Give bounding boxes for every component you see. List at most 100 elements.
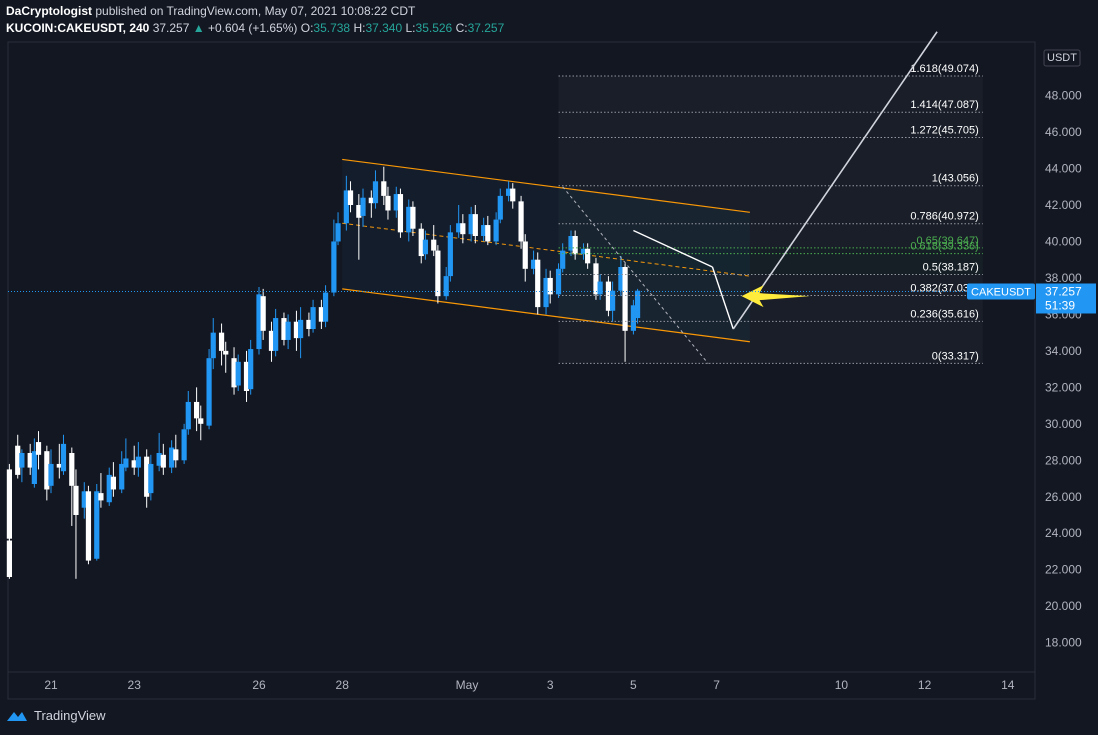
candle-down[interactable]: [56, 463, 62, 468]
candle-down[interactable]: [131, 460, 137, 468]
candle-up[interactable]: [335, 223, 341, 242]
candle-down[interactable]: [356, 205, 362, 218]
candle-down[interactable]: [318, 307, 324, 322]
price-tag-bg[interactable]: [1036, 283, 1096, 314]
candle-down[interactable]: [35, 442, 42, 455]
candle-up[interactable]: [206, 358, 212, 426]
candle-down[interactable]: [6, 540, 12, 577]
candle-up[interactable]: [360, 197, 366, 216]
candle-up[interactable]: [310, 307, 316, 329]
candle-up[interactable]: [343, 190, 349, 224]
currency-label[interactable]: USDT: [1047, 52, 1077, 64]
wedge-lower-line[interactable]: [711, 266, 734, 330]
candle-down[interactable]: [547, 277, 553, 295]
candle-up[interactable]: [185, 401, 191, 430]
candle-up[interactable]: [181, 429, 187, 461]
candle-up[interactable]: [406, 206, 412, 233]
candle-down[interactable]: [410, 206, 416, 229]
candle-down[interactable]: [144, 456, 150, 497]
candle-up[interactable]: [19, 453, 25, 468]
candle-down[interactable]: [485, 225, 491, 242]
candle-up[interactable]: [580, 248, 587, 255]
candle-up[interactable]: [48, 463, 54, 486]
brand-label[interactable]: TradingView: [34, 708, 106, 723]
candle-up[interactable]: [135, 456, 141, 468]
candle-up[interactable]: [148, 463, 154, 494]
candle-up[interactable]: [568, 236, 574, 251]
candle-up[interactable]: [422, 239, 428, 255]
candle-up[interactable]: [235, 361, 241, 386]
channel-lower-line[interactable]: [342, 288, 750, 343]
candle-up[interactable]: [634, 290, 641, 319]
candle-up[interactable]: [393, 194, 399, 211]
candle-up[interactable]: [273, 318, 279, 351]
candle-up[interactable]: [156, 453, 162, 466]
candle-down[interactable]: [243, 361, 250, 391]
candle-up[interactable]: [248, 349, 254, 390]
plot-area[interactable]: [7, 41, 1036, 700]
candle-down[interactable]: [572, 236, 578, 255]
candle-up[interactable]: [560, 250, 566, 269]
wedge-upper-line[interactable]: [633, 229, 713, 268]
candle-down[interactable]: [518, 201, 524, 242]
candle-down[interactable]: [347, 190, 354, 205]
candle-up[interactable]: [481, 225, 487, 236]
candle-up[interactable]: [123, 458, 129, 468]
candle-up[interactable]: [31, 451, 37, 484]
candle-up[interactable]: [506, 188, 512, 196]
candle-down[interactable]: [522, 241, 528, 269]
target-arrow-icon[interactable]: [741, 285, 810, 308]
candle-down[interactable]: [194, 401, 200, 419]
candle-up[interactable]: [447, 232, 453, 277]
candle-down[interactable]: [281, 318, 287, 340]
candle-down[interactable]: [223, 350, 229, 355]
candle-up[interactable]: [81, 491, 87, 508]
candle-down[interactable]: [510, 188, 516, 202]
candle-down[interactable]: [397, 194, 404, 233]
candle-down[interactable]: [622, 267, 628, 331]
candle-up[interactable]: [285, 321, 291, 340]
candle-up[interactable]: [530, 259, 537, 269]
candle-up[interactable]: [169, 447, 175, 468]
candle-up[interactable]: [119, 463, 125, 490]
candle-down[interactable]: [98, 493, 104, 501]
candle-up[interactable]: [597, 281, 603, 295]
candle-down[interactable]: [472, 214, 478, 236]
author-name[interactable]: DaCryptologist: [6, 4, 93, 18]
candle-up[interactable]: [543, 277, 549, 308]
candle-up[interactable]: [331, 241, 337, 293]
candle-down[interactable]: [268, 330, 275, 351]
candle-down[interactable]: [418, 228, 424, 257]
candle-down[interactable]: [460, 223, 466, 235]
candle-up[interactable]: [610, 290, 616, 311]
candle-up[interactable]: [468, 214, 474, 235]
candle-down[interactable]: [435, 250, 441, 297]
candle-down[interactable]: [6, 469, 12, 539]
candle-down[interactable]: [260, 296, 266, 331]
channel-upper-line[interactable]: [342, 158, 750, 213]
tradingview-logo-icon[interactable]: [6, 709, 28, 723]
candle-down[interactable]: [27, 453, 33, 468]
candle-down[interactable]: [593, 263, 599, 295]
candle-down[interactable]: [173, 449, 179, 461]
candle-up[interactable]: [94, 491, 100, 559]
candle-down[interactable]: [381, 181, 387, 196]
candle-up[interactable]: [256, 294, 262, 350]
candle-up[interactable]: [443, 276, 449, 297]
candle-down[interactable]: [15, 445, 21, 475]
channel-mid-line[interactable]: [342, 222, 750, 277]
candle-down[interactable]: [85, 491, 92, 561]
candle-up[interactable]: [322, 292, 329, 322]
candle-down[interactable]: [110, 476, 116, 490]
candle-up[interactable]: [372, 181, 379, 204]
candle-up[interactable]: [618, 267, 624, 291]
candle-down[interactable]: [605, 281, 612, 311]
candle-down[interactable]: [69, 453, 75, 486]
candle-down[interactable]: [198, 418, 204, 424]
candle-down[interactable]: [218, 332, 225, 351]
candle-down[interactable]: [160, 454, 166, 468]
candle-down[interactable]: [306, 319, 312, 329]
price-axis[interactable]: [1035, 42, 1098, 699]
candle-down[interactable]: [293, 321, 300, 339]
